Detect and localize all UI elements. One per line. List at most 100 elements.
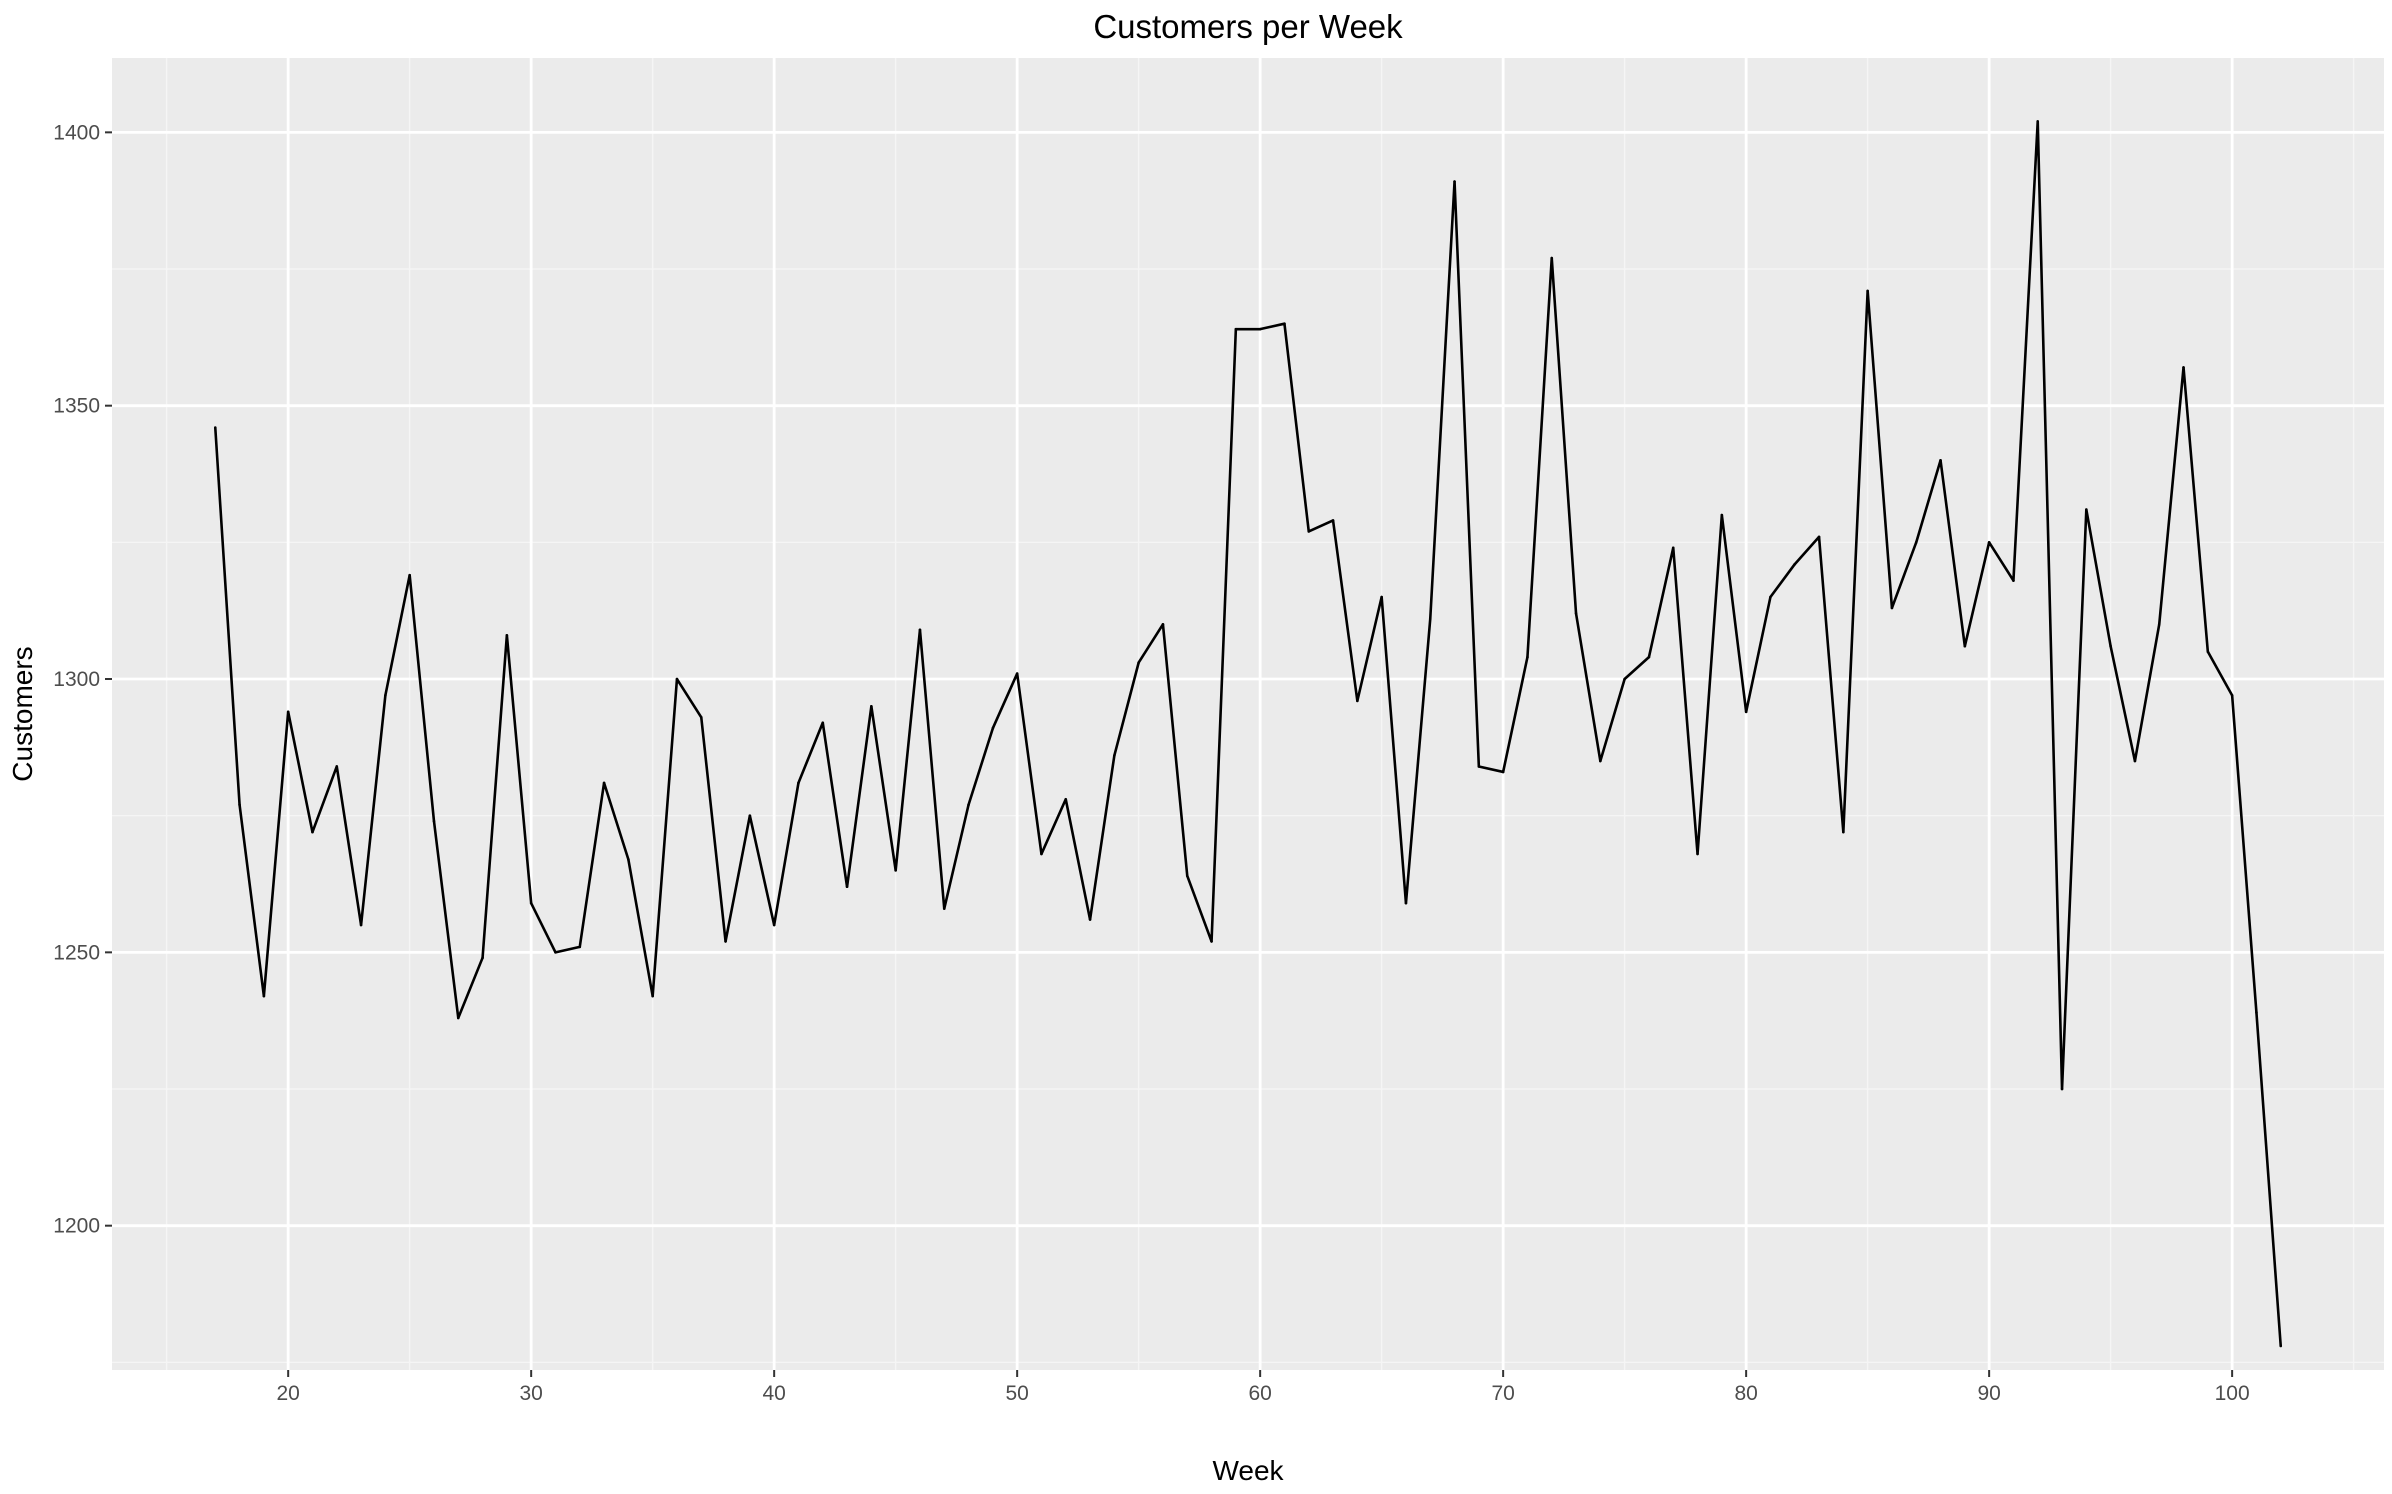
y-axis-ticks: 1200 1250 1300 1350 1400 xyxy=(53,121,112,1238)
data-point xyxy=(1040,852,1043,856)
data-point xyxy=(2279,1344,2283,1348)
data-point xyxy=(505,633,509,637)
data-point xyxy=(1623,677,1626,681)
data-point xyxy=(359,923,363,927)
data-point xyxy=(1866,289,1869,293)
data-point xyxy=(384,694,387,697)
data-point xyxy=(2036,120,2040,123)
data-point xyxy=(1963,644,1967,648)
data-point xyxy=(2255,1011,2258,1014)
data-point xyxy=(991,726,995,730)
data-point xyxy=(2157,623,2161,626)
data-point xyxy=(602,781,606,785)
data-point xyxy=(1113,754,1116,757)
data-point xyxy=(1696,852,1699,856)
data-point xyxy=(1064,797,1068,801)
data-point xyxy=(1234,327,1238,331)
data-point xyxy=(1331,519,1335,522)
data-point xyxy=(1599,759,1602,763)
data-point xyxy=(1088,918,1092,921)
data-point xyxy=(213,426,217,429)
data-point xyxy=(1720,513,1724,517)
data-point xyxy=(1015,672,1019,675)
data-point xyxy=(724,940,727,943)
data-point xyxy=(311,830,314,834)
data-point xyxy=(456,1016,460,1020)
x-tick-label: 50 xyxy=(1005,1382,1028,1405)
data-point xyxy=(432,819,436,823)
data-point xyxy=(408,573,411,577)
data-point xyxy=(1744,710,1748,714)
data-point xyxy=(1671,546,1675,550)
data-point xyxy=(797,781,800,785)
data-point xyxy=(1890,606,1894,610)
series-line xyxy=(213,120,2283,1347)
data-point xyxy=(627,858,630,861)
data-point xyxy=(1453,180,1456,183)
data-point xyxy=(1817,535,1821,539)
data-point xyxy=(651,994,654,998)
data-point xyxy=(2060,1087,2064,1091)
y-tick-label: 1400 xyxy=(53,121,100,144)
data-point xyxy=(967,803,970,807)
data-point xyxy=(481,956,484,960)
data-point xyxy=(2133,759,2137,763)
data-point xyxy=(1210,940,1213,943)
x-tick-label: 70 xyxy=(1491,1382,1514,1405)
x-axis-ticks: 20 30 40 50 60 70 80 90 100 xyxy=(276,1370,2250,1405)
y-tick-label: 1250 xyxy=(53,941,100,964)
data-point xyxy=(238,803,241,807)
data-point xyxy=(1185,874,1189,878)
data-point xyxy=(335,765,339,768)
data-point xyxy=(1477,765,1481,768)
x-tick-label: 40 xyxy=(762,1382,785,1405)
data-point xyxy=(1526,655,1529,659)
y-tick-label: 1300 xyxy=(53,668,100,691)
data-point xyxy=(918,628,922,632)
data-point xyxy=(1404,901,1408,905)
data-point xyxy=(2206,650,2210,653)
data-point xyxy=(2109,644,2112,648)
data-point xyxy=(554,951,557,954)
x-tick-label: 60 xyxy=(1248,1382,1271,1405)
data-point xyxy=(2085,508,2088,511)
data-point xyxy=(894,869,897,872)
x-tick-label: 90 xyxy=(1977,1382,2000,1405)
data-point xyxy=(1380,595,1383,599)
x-axis-title: Week xyxy=(1212,1455,1284,1486)
data-point xyxy=(2012,579,2015,582)
data-point xyxy=(1793,562,1797,566)
data-point xyxy=(699,715,703,719)
data-point xyxy=(1428,617,1432,621)
data-point xyxy=(1307,530,1311,533)
data-point xyxy=(1356,699,1359,703)
data-point xyxy=(529,901,533,905)
data-point xyxy=(675,677,679,681)
data-point xyxy=(1550,256,1554,260)
data-point xyxy=(870,705,873,708)
data-point xyxy=(1842,830,1845,834)
chart-title: Customers per Week xyxy=(1093,8,1403,45)
data-point xyxy=(262,994,266,998)
data-point xyxy=(1769,595,1772,599)
series-layer xyxy=(213,120,2283,1347)
y-tick-label: 1350 xyxy=(53,395,100,418)
data-point xyxy=(748,814,752,817)
major-gridlines xyxy=(112,58,2384,1370)
data-point xyxy=(1137,661,1140,664)
y-axis-title: Customers xyxy=(7,646,38,781)
data-point xyxy=(1258,327,1262,331)
data-point xyxy=(1939,459,1942,462)
x-tick-label: 20 xyxy=(276,1382,299,1405)
data-point xyxy=(845,885,849,889)
data-point xyxy=(578,945,582,949)
data-point xyxy=(772,923,776,927)
data-point xyxy=(1987,541,1991,544)
x-tick-label: 100 xyxy=(2215,1382,2250,1405)
data-point xyxy=(942,907,946,910)
x-tick-label: 80 xyxy=(1734,1382,1757,1405)
data-point xyxy=(2182,366,2185,369)
data-point xyxy=(1283,322,1286,325)
